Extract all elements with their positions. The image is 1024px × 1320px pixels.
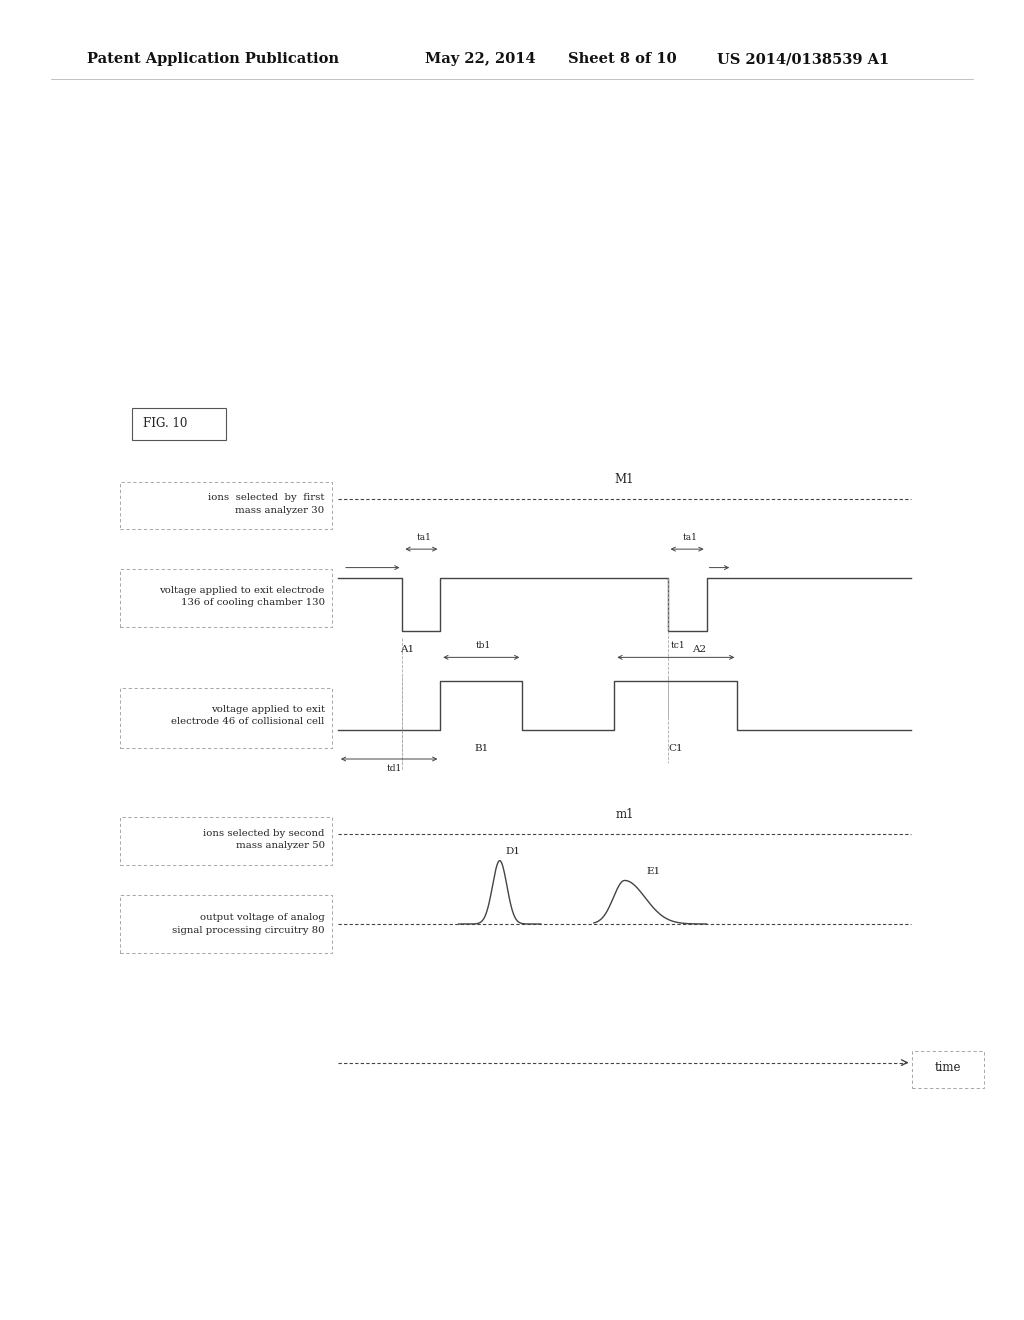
Text: A1: A1 — [400, 645, 415, 655]
Text: tc1: tc1 — [671, 642, 685, 651]
Text: Sheet 8 of 10: Sheet 8 of 10 — [568, 53, 677, 66]
Text: E1: E1 — [646, 867, 660, 876]
Text: output voltage of analog
signal processing circuitry 80: output voltage of analog signal processi… — [172, 913, 325, 935]
Text: A2: A2 — [692, 645, 707, 655]
Text: May 22, 2014: May 22, 2014 — [425, 53, 536, 66]
Text: ions  selected  by  first
mass analyzer 30: ions selected by first mass analyzer 30 — [208, 494, 325, 515]
Text: ta1: ta1 — [417, 533, 432, 543]
Text: US 2014/0138539 A1: US 2014/0138539 A1 — [717, 53, 889, 66]
Text: M1: M1 — [614, 473, 635, 486]
Text: m1: m1 — [615, 808, 634, 821]
Text: time: time — [935, 1061, 962, 1074]
Text: FIG. 10: FIG. 10 — [143, 417, 187, 430]
Text: td1: td1 — [387, 764, 401, 774]
Text: tb1: tb1 — [476, 642, 490, 651]
Text: B1: B1 — [474, 744, 488, 754]
Text: voltage applied to exit electrode
136 of cooling chamber 130: voltage applied to exit electrode 136 of… — [160, 586, 325, 607]
Text: D1: D1 — [506, 847, 520, 857]
Text: Patent Application Publication: Patent Application Publication — [87, 53, 339, 66]
Text: ta1: ta1 — [683, 533, 697, 543]
Text: ions selected by second
mass analyzer 50: ions selected by second mass analyzer 50 — [203, 829, 325, 850]
Text: C1: C1 — [669, 744, 683, 754]
Text: voltage applied to exit
electrode 46 of collisional cell: voltage applied to exit electrode 46 of … — [171, 705, 325, 726]
